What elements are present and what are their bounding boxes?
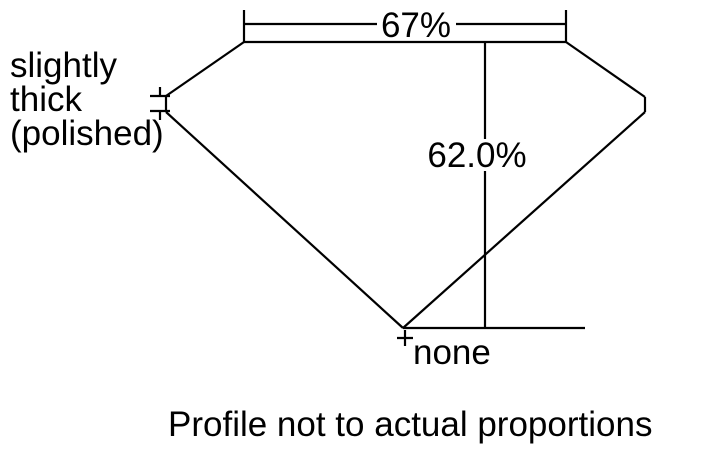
girdle-thickness-label: slightly thick (polished) xyxy=(10,46,164,153)
pavilion-right-facet-line xyxy=(402,111,646,329)
girdle-thickness-label-line3: (polished) xyxy=(10,114,164,153)
girdle-thickness-label-line2: thick xyxy=(10,80,82,119)
girdle-bottom-reference-mark xyxy=(150,109,170,120)
total-depth-label: 62.0% xyxy=(427,136,527,175)
culet-size-label: none xyxy=(413,333,491,372)
crown-right-facet-line xyxy=(565,41,646,98)
pavilion-left-facet-line xyxy=(165,111,404,329)
girdle-thickness-label-line1: slightly xyxy=(10,46,117,85)
crown-left-facet-line xyxy=(165,41,245,97)
girdle-top-reference-mark xyxy=(150,87,170,98)
culet-cross-mark xyxy=(397,330,413,346)
profile-caption: Profile not to actual proportions xyxy=(168,405,653,444)
table-size-label: 67% xyxy=(380,6,452,45)
